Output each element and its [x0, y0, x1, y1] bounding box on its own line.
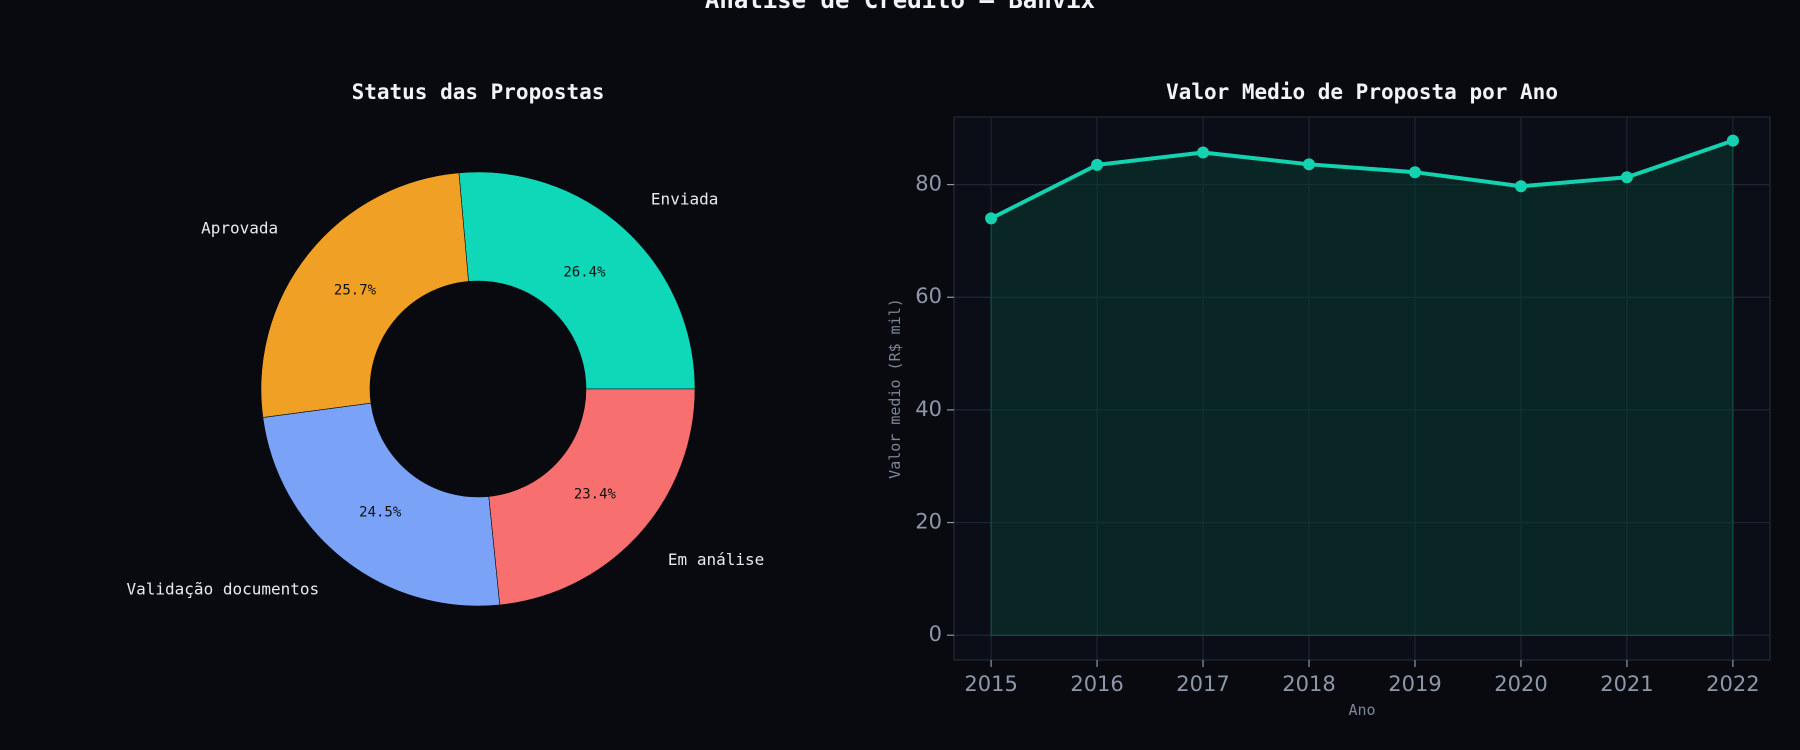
- area-fill: [990, 139, 1734, 636]
- y-tick-label-60: 60: [915, 284, 942, 308]
- pie-label-em-analise: Em análise: [668, 550, 764, 569]
- data-point-2020: [1514, 180, 1527, 193]
- pie-label-enviada: Enviada: [651, 190, 718, 209]
- x-tick-label-2019: 2019: [1388, 672, 1441, 696]
- data-point-2021: [1620, 171, 1633, 184]
- y-axis-label: Valor medio (R$ mil): [886, 298, 904, 479]
- y-tick-label-20: 20: [915, 510, 942, 534]
- x-axis-label: Ano: [1348, 701, 1375, 719]
- data-point-2015: [985, 212, 998, 225]
- data-point-2017: [1197, 146, 1210, 159]
- line-chart: 2015 2016 2017 2018 2019 2020 2021 2022 0 20 40 60 8…: [886, 116, 1771, 719]
- pie-label-aprovada: Aprovada: [201, 218, 278, 237]
- x-tick-label-2021: 2021: [1600, 672, 1653, 696]
- x-tick-label-2020: 2020: [1494, 672, 1547, 696]
- series-line: [990, 138, 1734, 221]
- pie-percent-enviada: 26.4%: [563, 265, 606, 281]
- pie-slice-validacao-documentos: [262, 402, 501, 607]
- pie-slice-enviada: [458, 171, 696, 390]
- y-tick-label-0: 0: [929, 622, 942, 646]
- pie-slice-em-analise: [488, 388, 696, 606]
- line-chart-title: Valor Medio de Proposta por Ano: [1166, 80, 1558, 104]
- data-point-2016: [1091, 158, 1104, 171]
- x-tick-label-2016: 2016: [1070, 672, 1123, 696]
- pie-slice-aprovada: [260, 172, 469, 418]
- data-point-2022: [1726, 134, 1739, 147]
- x-tick-label-2017: 2017: [1176, 672, 1229, 696]
- pie-label-validacao-documentos: Validação documentos: [127, 579, 320, 598]
- pie-percent-aprovada: 25.7%: [334, 282, 377, 298]
- data-point-2019: [1408, 166, 1421, 179]
- y-tick-label-80: 80: [915, 172, 942, 196]
- pie-percent-validacao-documentos: 24.5%: [359, 505, 402, 521]
- x-tick-label-2015: 2015: [964, 672, 1017, 696]
- pie-chart-title: Status das Propostas: [351, 80, 605, 104]
- y-tick-label-40: 40: [915, 397, 942, 421]
- x-tick-label-2018: 2018: [1282, 672, 1335, 696]
- data-point-2018: [1303, 158, 1316, 171]
- x-tick-label-2022: 2022: [1706, 672, 1759, 696]
- pie-percent-em-analise: 23.4%: [574, 487, 617, 503]
- figure-title: Análise de Crédito — Banvix: [704, 0, 1096, 14]
